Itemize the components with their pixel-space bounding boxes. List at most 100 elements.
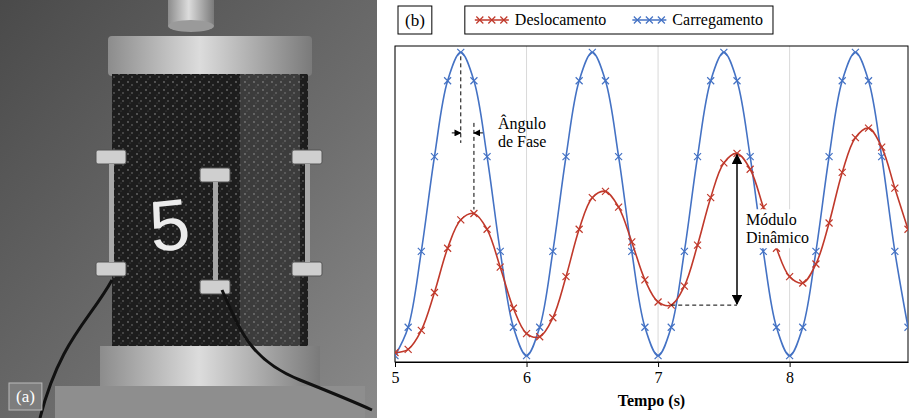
x-tick: 8	[786, 362, 794, 386]
specimen-texture	[112, 74, 308, 348]
data-point	[852, 134, 859, 141]
lvdt-clamp	[96, 262, 126, 276]
data-point	[615, 204, 622, 211]
data-point	[812, 261, 819, 268]
data-point	[510, 324, 517, 331]
data-point	[734, 77, 741, 84]
data-point	[405, 324, 412, 331]
annotations: Ângulode Fase MóduloDinâmico	[452, 56, 812, 305]
specimen-label: 5	[145, 183, 193, 267]
data-point	[549, 314, 556, 321]
data-point	[457, 216, 464, 223]
data-point	[431, 153, 438, 160]
legend-label: Deslocamento	[515, 11, 607, 28]
data-point	[852, 49, 859, 56]
data-point	[773, 324, 780, 331]
data-point	[641, 276, 648, 283]
lvdt-rod	[213, 182, 218, 280]
data-point	[878, 144, 885, 151]
x-tick-mark	[527, 362, 528, 367]
data-point	[747, 166, 754, 173]
data-point	[589, 49, 596, 56]
data-point	[484, 226, 491, 233]
annotation-patch	[743, 209, 812, 248]
specimen	[112, 74, 308, 348]
x-tick: 5	[392, 362, 400, 386]
modulus-arrow	[736, 154, 738, 304]
data-point	[405, 346, 412, 353]
legend-marker	[500, 17, 507, 24]
data-point	[655, 298, 662, 305]
data-point	[497, 248, 504, 255]
data-point	[431, 289, 438, 296]
lvdt-rod	[109, 164, 114, 262]
data-point	[707, 77, 714, 84]
legend-marker	[476, 17, 483, 24]
photo-background	[0, 0, 377, 418]
data-point	[812, 248, 819, 255]
data-point	[786, 273, 793, 280]
data-point	[444, 245, 451, 252]
data-point	[418, 248, 425, 255]
lvdt-clamp	[292, 262, 322, 276]
data-point	[865, 125, 872, 132]
x-tick-label: 6	[523, 369, 531, 386]
data-point	[615, 153, 622, 160]
annotation: MóduloDinâmico	[746, 211, 809, 246]
cable	[222, 290, 372, 410]
data-point	[905, 226, 909, 233]
x-tick: 7	[655, 362, 663, 386]
legend-strip: (b) Deslocamento Carregamento	[398, 6, 773, 34]
data-point	[641, 324, 648, 331]
top-cap	[108, 36, 312, 76]
specimen-highlight	[240, 74, 300, 348]
phase-bracket	[452, 132, 461, 133]
data-point	[563, 273, 570, 280]
grid-line	[526, 46, 527, 362]
phase-guide	[460, 56, 461, 143]
x-tick-mark	[395, 362, 396, 367]
panel-label-box	[9, 383, 42, 410]
data-point	[470, 77, 477, 84]
data-point	[484, 153, 491, 160]
lvdt-clamp	[200, 168, 230, 182]
data-point	[747, 153, 754, 160]
x-tick-label: 5	[392, 369, 400, 386]
data-point	[589, 194, 596, 201]
data-point	[444, 77, 451, 84]
x-axis-title: Tempo (s)	[618, 392, 685, 410]
data-point	[549, 248, 556, 255]
modulus-guide	[671, 305, 737, 306]
data-point	[470, 210, 477, 217]
data-point	[655, 352, 662, 359]
plot-frame	[395, 46, 908, 362]
x-tick-mark	[658, 362, 659, 367]
phase-bracket	[474, 132, 483, 133]
data-point	[418, 327, 425, 334]
data-point	[536, 324, 543, 331]
legend: Deslocamento Carregamento	[465, 6, 773, 34]
data-point	[497, 264, 504, 271]
piston-tip	[168, 20, 214, 32]
lvdt-clamp	[292, 150, 322, 164]
lvdt-clamp	[96, 150, 126, 164]
data-point	[826, 153, 833, 160]
data-point	[628, 238, 635, 245]
x-tick: 6	[523, 362, 531, 386]
data-point	[865, 77, 872, 84]
chart-panel: 5 6 7 8 Tempo (s) (b) Deslocamento Carregamento…	[392, 6, 912, 410]
data-point	[839, 77, 846, 84]
legend-marker	[658, 17, 665, 24]
data-point	[760, 248, 767, 255]
x-tick-mark	[790, 362, 791, 367]
data-point	[694, 153, 701, 160]
annotation: Ângulode Fase	[498, 114, 546, 150]
data-point	[602, 188, 609, 195]
data-point	[563, 153, 570, 160]
panel-label: (b)	[405, 11, 425, 30]
data-point	[668, 324, 675, 331]
x-axis: 5 6 7 8	[392, 362, 909, 386]
legend-label: Carregamento	[672, 11, 763, 29]
base-plate	[55, 386, 365, 418]
data-point	[707, 194, 714, 201]
